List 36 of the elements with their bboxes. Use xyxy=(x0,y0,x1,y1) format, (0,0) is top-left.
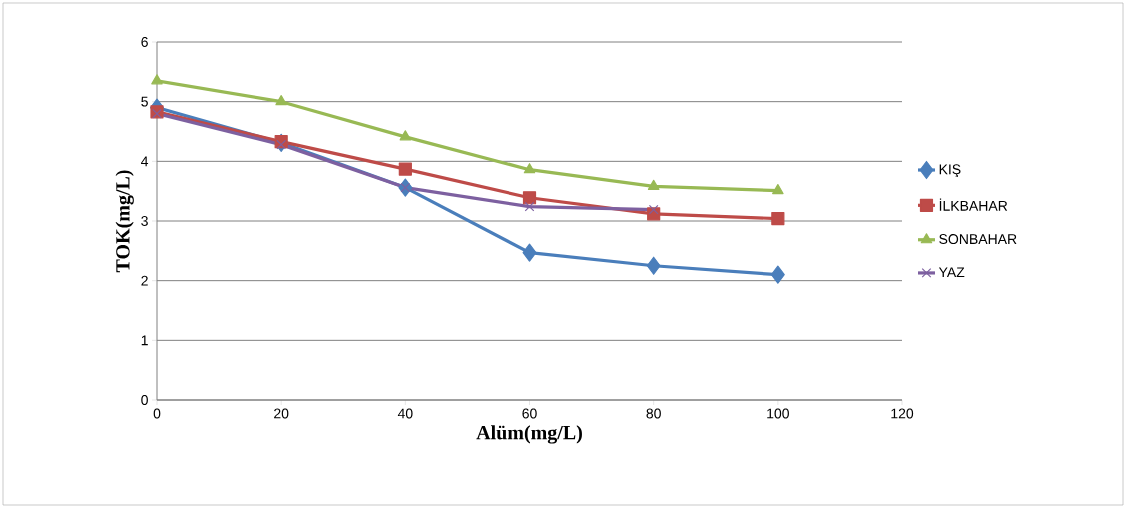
point xyxy=(400,182,411,193)
y-tick-label: 0 xyxy=(141,395,148,405)
x-tick-label: 60 xyxy=(522,408,537,419)
point xyxy=(276,139,287,150)
y-tick-label: 3 xyxy=(141,216,148,226)
x-tick-label: 20 xyxy=(274,408,289,419)
y-tick-label: 5 xyxy=(141,96,148,107)
legend-label: SONBAHAR xyxy=(939,234,1017,245)
x-tick-label: 80 xyxy=(646,408,661,419)
point xyxy=(648,204,659,215)
point xyxy=(522,243,537,262)
x-tick-label: 0 xyxy=(153,408,161,419)
point xyxy=(646,256,661,275)
x-tick-label: 120 xyxy=(891,408,914,419)
x-tick-label: 100 xyxy=(767,408,789,419)
point xyxy=(772,183,784,195)
y-tick-label: 6 xyxy=(141,37,148,47)
y-tick-label: 1 xyxy=(141,335,148,346)
point xyxy=(771,212,785,226)
point xyxy=(770,265,785,284)
point xyxy=(275,95,287,106)
legend-label: KIŞ xyxy=(939,164,961,178)
point xyxy=(522,191,537,205)
point xyxy=(647,179,660,190)
point xyxy=(398,162,412,176)
y-axis-title: TOK(mg/L) xyxy=(115,170,134,273)
y-tick-label: 2 xyxy=(141,275,148,286)
legend-label: İLKBAHAR xyxy=(939,198,1008,211)
point xyxy=(399,130,412,141)
point xyxy=(151,74,163,85)
y-tick-label: 4 xyxy=(141,156,149,167)
point xyxy=(524,201,535,212)
point xyxy=(523,163,536,174)
x-tick-label: 40 xyxy=(397,408,413,419)
x-axis-title: Alüm(mg/L) xyxy=(476,425,582,444)
legend-label: YAZ xyxy=(938,267,965,278)
